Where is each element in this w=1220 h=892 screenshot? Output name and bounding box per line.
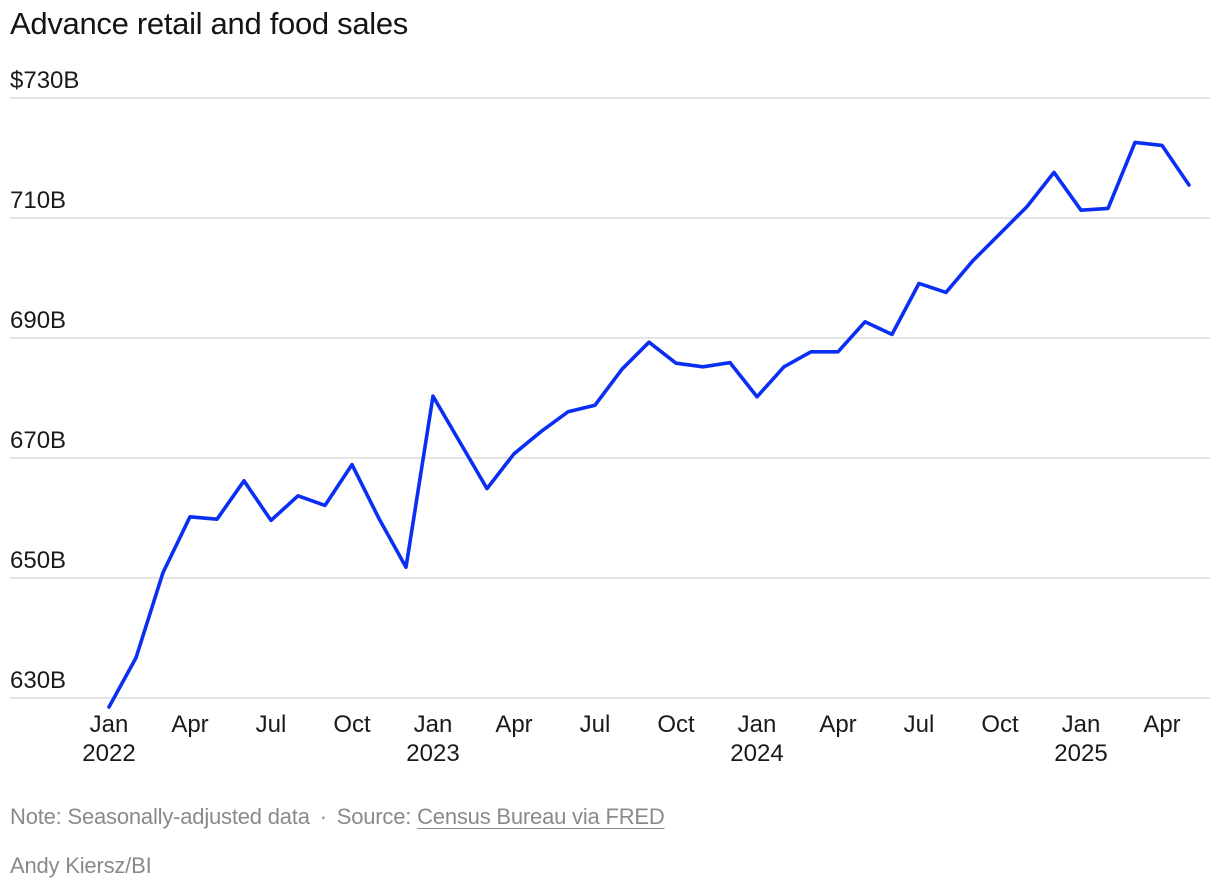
y-tick-label-710: 710B: [10, 187, 66, 214]
x-tick-label-oct: Oct: [333, 711, 371, 738]
x-tick-label-apr: Apr: [495, 711, 532, 738]
note-separator: ·: [319, 804, 327, 829]
x-tick-label-jul: Jul: [904, 711, 935, 738]
x-tick-year-2023: 2023: [406, 740, 459, 767]
chart-note: Note: Seasonally-adjusted data · Source:…: [10, 804, 665, 830]
source-prefix: Source:: [336, 804, 412, 829]
x-tick-label-jan-2024: Jan: [738, 711, 777, 738]
x-tick-label-oct: Oct: [981, 711, 1019, 738]
x-tick-label-jan-2025: Jan: [1062, 711, 1101, 738]
y-tick-label-650: 650B: [10, 547, 66, 574]
x-tick-label-apr: Apr: [819, 711, 856, 738]
x-tick-year-2022: 2022: [82, 740, 135, 767]
x-tick-label-apr: Apr: [171, 711, 208, 738]
series-line: [107, 140, 1191, 709]
series-layer: [107, 140, 1191, 709]
y-tick-label-730: $730B: [10, 67, 79, 94]
x-tick-label-jul: Jul: [256, 711, 287, 738]
chart-title: Advance retail and food sales: [10, 6, 409, 41]
x-tick-label-jan-2022: Jan: [90, 711, 129, 738]
y-tick-label-630: 630B: [10, 667, 66, 694]
x-tick-year-2024: 2024: [730, 740, 783, 767]
note-text: Note: Seasonally-adjusted data: [10, 804, 310, 829]
y-axis-labels: $730B 710B 690B 670B 650B 630B: [10, 67, 79, 694]
x-tick-label-oct: Oct: [657, 711, 695, 738]
y-tick-label-670: 670B: [10, 427, 66, 454]
x-tick-label-apr: Apr: [1143, 711, 1180, 738]
chart-credit: Andy Kiersz/BI: [10, 853, 152, 878]
gridlines: [10, 97, 1210, 699]
x-tick-label-jul: Jul: [580, 711, 611, 738]
x-tick-year-2025: 2025: [1054, 740, 1107, 767]
x-tick-label-jan-2023: Jan: [414, 711, 453, 738]
source-link[interactable]: Census Bureau via FRED: [417, 804, 665, 829]
y-tick-label-690: 690B: [10, 307, 66, 334]
